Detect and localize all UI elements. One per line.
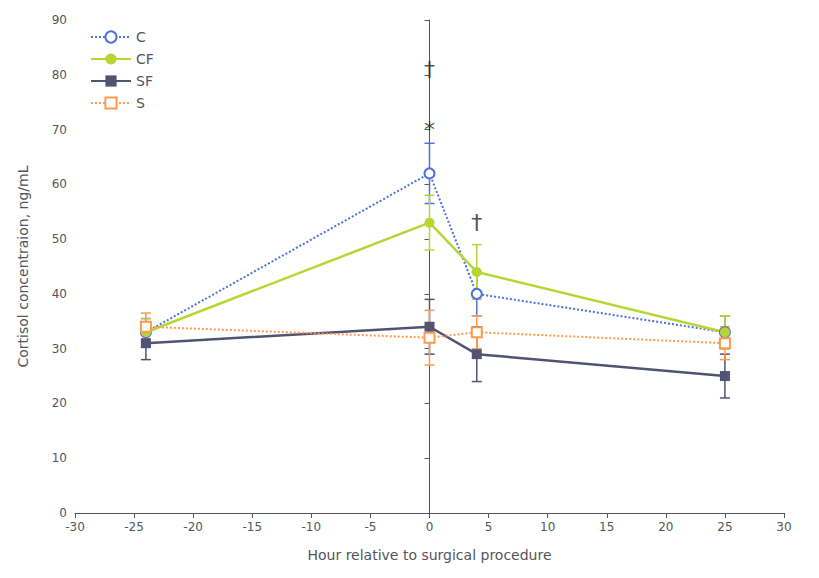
svg-text:-25: -25 [124,520,144,534]
svg-text:90: 90 [52,13,67,27]
svg-text:15: 15 [599,520,614,534]
svg-text:70: 70 [52,123,67,137]
svg-text:20: 20 [52,396,67,410]
svg-text:50: 50 [52,232,67,246]
svg-text:CF: CF [136,51,154,67]
svg-text:25: 25 [717,520,732,534]
svg-text:0: 0 [426,520,434,534]
svg-text:-15: -15 [242,520,262,534]
svg-text:80: 80 [52,68,67,82]
svg-text:5: 5 [485,520,493,534]
svg-text:10: 10 [52,451,67,465]
svg-text:-10: -10 [302,520,322,534]
svg-text:20: 20 [658,520,673,534]
svg-text:*: * [424,117,435,142]
svg-text:-5: -5 [364,520,376,534]
svg-text:40: 40 [52,287,67,301]
svg-text:SF: SF [136,73,153,89]
svg-text:60: 60 [52,177,67,191]
svg-text:Cortisol concentraion, ng/mL: Cortisol concentraion, ng/mL [15,165,31,367]
svg-text:10: 10 [540,520,555,534]
svg-text:C: C [136,29,146,45]
svg-text:30: 30 [52,342,67,356]
svg-text:30: 30 [776,520,791,534]
svg-text:Hour relative to surgical proc: Hour relative to surgical procedure [307,547,551,563]
svg-text:0: 0 [59,506,67,520]
svg-text:-20: -20 [183,520,203,534]
svg-text:†: † [424,57,435,82]
svg-text:-30: -30 [65,520,85,534]
svg-text:S: S [136,95,145,111]
svg-text:†: † [471,210,482,235]
